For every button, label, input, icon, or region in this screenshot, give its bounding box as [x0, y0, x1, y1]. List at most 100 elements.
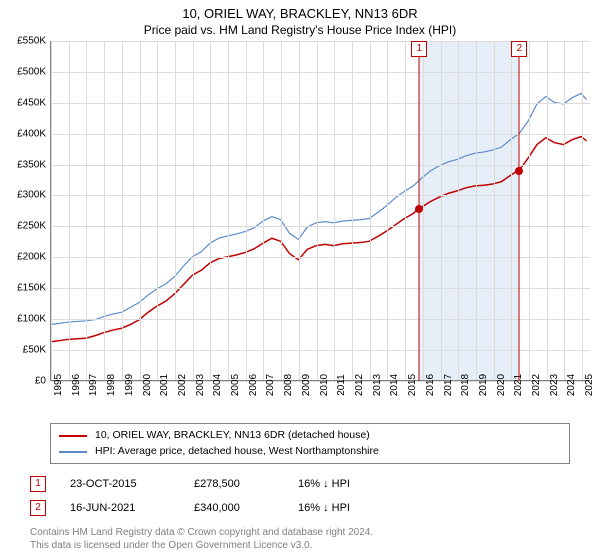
chart-area: £0£50K£100K£150K£200K£250K£300K£350K£400… [0, 41, 600, 421]
gridline-v [175, 41, 176, 380]
y-tick-label: £550K [17, 35, 46, 46]
gridline-v [122, 41, 123, 380]
x-tick-label: 2011 [336, 374, 347, 396]
x-tick-label: 1997 [88, 374, 99, 396]
x-tick-label: 2015 [407, 374, 418, 396]
gridline-v [529, 41, 530, 380]
y-axis: £0£50K£100K£150K£200K£250K£300K£350K£400… [0, 41, 50, 381]
transaction-date: 23-OCT-2015 [70, 478, 170, 490]
gridline-v [104, 41, 105, 380]
gridline-v [441, 41, 442, 380]
x-axis: 1995199619971998199920002001200220032004… [50, 381, 590, 421]
x-tick-label: 2019 [478, 374, 489, 396]
legend-swatch [59, 435, 87, 437]
gridline-v [210, 41, 211, 380]
transaction-price: £340,000 [194, 502, 274, 514]
x-tick-label: 2002 [177, 374, 188, 396]
gridline-h [51, 226, 590, 227]
x-tick-label: 2017 [443, 374, 454, 396]
sale-flag: 1 [411, 41, 427, 57]
gridline-h [51, 288, 590, 289]
gridline-v [51, 41, 52, 380]
y-tick-label: £400K [17, 128, 46, 139]
x-tick-label: 2005 [230, 374, 241, 396]
footnote-line1: Contains HM Land Registry data © Crown c… [30, 526, 570, 539]
transaction-row: 1 23-OCT-2015 £278,500 16% ↓ HPI [30, 472, 570, 496]
gridline-v [246, 41, 247, 380]
x-tick-label: 1999 [124, 374, 135, 396]
gridline-v [86, 41, 87, 380]
y-tick-label: £500K [17, 66, 46, 77]
transaction-flag: 2 [30, 500, 46, 516]
y-tick-label: £50K [23, 344, 46, 355]
x-tick-label: 2000 [142, 374, 153, 396]
legend-label: 10, ORIEL WAY, BRACKLEY, NN13 6DR (detac… [95, 428, 370, 444]
x-tick-label: 2020 [496, 374, 507, 396]
gridline-v [387, 41, 388, 380]
gridline-h [51, 165, 590, 166]
legend-row: 10, ORIEL WAY, BRACKLEY, NN13 6DR (detac… [59, 428, 561, 444]
gridline-v [281, 41, 282, 380]
x-tick-label: 2009 [301, 374, 312, 396]
gridline-v [157, 41, 158, 380]
gridline-v [228, 41, 229, 380]
transaction-delta: 16% ↓ HPI [298, 478, 350, 490]
transaction-flag: 1 [30, 476, 46, 492]
x-tick-label: 2023 [549, 374, 560, 396]
gridline-v [140, 41, 141, 380]
gridline-h [51, 195, 590, 196]
x-tick-label: 2006 [248, 374, 259, 396]
gridline-v [405, 41, 406, 380]
gridline-v [317, 41, 318, 380]
transaction-delta: 16% ↓ HPI [298, 502, 350, 514]
x-tick-label: 1996 [71, 374, 82, 396]
x-tick-label: 1998 [106, 374, 117, 396]
transaction-row: 2 16-JUN-2021 £340,000 16% ↓ HPI [30, 496, 570, 520]
gridline-v [564, 41, 565, 380]
gridline-v [582, 41, 583, 380]
legend: 10, ORIEL WAY, BRACKLEY, NN13 6DR (detac… [50, 423, 570, 465]
legend-row: HPI: Average price, detached house, West… [59, 444, 561, 460]
x-tick-label: 2025 [584, 374, 595, 396]
legend-label: HPI: Average price, detached house, West… [95, 444, 379, 460]
gridline-v [334, 41, 335, 380]
x-tick-label: 2016 [425, 374, 436, 396]
chart-title: 10, ORIEL WAY, BRACKLEY, NN13 6DR [0, 0, 600, 23]
x-tick-label: 2007 [265, 374, 276, 396]
chart-subtitle: Price paid vs. HM Land Registry's House … [0, 23, 600, 41]
x-tick-label: 2004 [212, 374, 223, 396]
sale-flag: 2 [511, 41, 527, 57]
y-tick-label: £450K [17, 97, 46, 108]
gridline-h [51, 319, 590, 320]
gridline-v [69, 41, 70, 380]
transaction-date: 16-JUN-2021 [70, 502, 170, 514]
y-tick-label: £100K [17, 314, 46, 325]
gridline-h [51, 257, 590, 258]
gridline-h [51, 134, 590, 135]
gridline-v [547, 41, 548, 380]
y-tick-label: £0 [35, 375, 46, 386]
gridline-v [299, 41, 300, 380]
x-tick-label: 2018 [460, 374, 471, 396]
y-tick-label: £150K [17, 283, 46, 294]
gridline-v [511, 41, 512, 380]
legend-swatch [59, 451, 87, 453]
gridline-h [51, 72, 590, 73]
x-tick-label: 2014 [389, 374, 400, 396]
gridline-v [494, 41, 495, 380]
x-tick-label: 2001 [159, 374, 170, 396]
x-tick-label: 2003 [195, 374, 206, 396]
plot-area: 12 [50, 41, 590, 381]
gridline-v [263, 41, 264, 380]
x-tick-label: 1995 [53, 374, 64, 396]
gridline-v [193, 41, 194, 380]
gridline-v [423, 41, 424, 380]
gridline-v [352, 41, 353, 380]
gridline-v [458, 41, 459, 380]
x-tick-label: 2013 [372, 374, 383, 396]
x-tick-label: 2008 [283, 374, 294, 396]
transaction-price: £278,500 [194, 478, 274, 490]
gridline-v [476, 41, 477, 380]
gridline-h [51, 41, 590, 42]
y-tick-label: £250K [17, 221, 46, 232]
